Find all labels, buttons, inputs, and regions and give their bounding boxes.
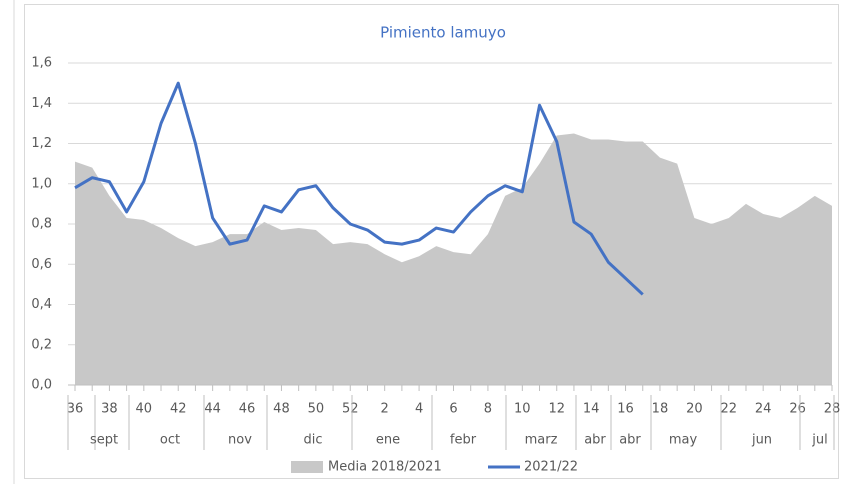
- y-tick-label: 1,4: [31, 96, 52, 111]
- x-tick-label: 52: [342, 402, 359, 417]
- y-tick-label: 1,0: [31, 176, 52, 191]
- x-tick-label: 24: [755, 402, 772, 417]
- x-tick-label: 20: [686, 402, 703, 417]
- month-label: abr: [619, 433, 641, 448]
- x-tick-label: 2: [381, 402, 389, 417]
- x-tick-label: 16: [617, 402, 634, 417]
- x-tick-label: 44: [204, 402, 221, 417]
- y-tick-label: 0,2: [31, 337, 52, 352]
- x-tick-label: 10: [514, 402, 531, 417]
- x-tick-label: 46: [239, 402, 256, 417]
- x-tick-label: 8: [484, 402, 492, 417]
- x-tick-label: 4: [415, 402, 423, 417]
- month-label: marz: [525, 433, 558, 448]
- x-tick-label: 6: [449, 402, 457, 417]
- month-label: may: [669, 433, 698, 448]
- month-label: jul: [811, 433, 827, 448]
- chart-border: [24, 4, 839, 479]
- legend-label: 2021/22: [524, 460, 578, 475]
- y-tick-label: 0,4: [31, 297, 52, 312]
- area: [75, 133, 832, 385]
- month-label: abr: [584, 433, 606, 448]
- y-tick-label: 1,6: [31, 56, 52, 71]
- x-tick-label: 14: [583, 402, 600, 417]
- x-tick-label: 22: [720, 402, 737, 417]
- y-tick-label: 0,0: [31, 378, 52, 393]
- x-tick-label: 48: [273, 402, 290, 417]
- legend-label: Media 2018/2021: [328, 460, 442, 475]
- month-label: sept: [90, 433, 118, 448]
- legend-swatch: [291, 461, 323, 473]
- month-label: febr: [450, 433, 477, 448]
- x-tick-label: 36: [67, 402, 84, 417]
- x-tick-label: 18: [652, 402, 669, 417]
- month-label: ene: [376, 433, 400, 448]
- x-tick-label: 40: [136, 402, 153, 417]
- x-tick-label: 38: [101, 402, 118, 417]
- x-tick-label: 42: [170, 402, 187, 417]
- x-tick-label: 12: [548, 402, 565, 417]
- y-tick-label: 0,8: [31, 217, 52, 232]
- y-tick-label: 1,2: [31, 136, 52, 151]
- chart-title: Pimiento lamuyo: [380, 24, 506, 42]
- y-tick-label: 0,6: [31, 257, 52, 272]
- line: [74, 81, 644, 296]
- month-label: jun: [751, 433, 772, 448]
- month-label: nov: [228, 433, 252, 448]
- month-label: oct: [160, 433, 180, 448]
- x-tick-label: 50: [308, 402, 325, 417]
- x-tick-label: 26: [789, 402, 806, 417]
- month-label: dic: [303, 433, 322, 448]
- x-tick-label: 28: [824, 402, 841, 417]
